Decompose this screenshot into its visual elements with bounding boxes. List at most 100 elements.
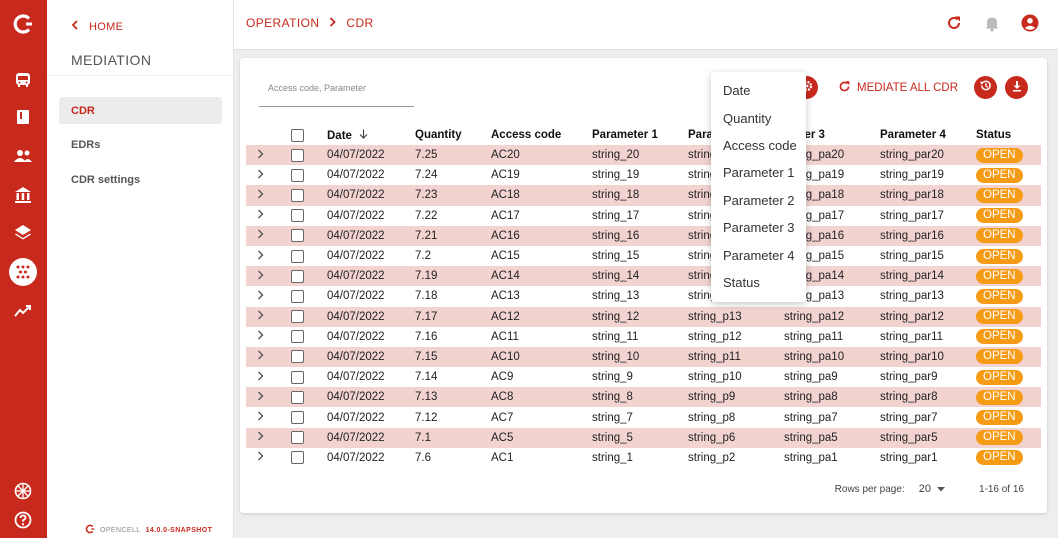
row-checkbox[interactable] <box>291 411 304 425</box>
expand-row-cell[interactable] <box>246 306 274 327</box>
bank-icon[interactable] <box>11 183 35 207</box>
row-checkbox[interactable] <box>291 188 304 202</box>
chevron-right-icon[interactable] <box>257 270 264 283</box>
row-checkbox[interactable] <box>291 168 304 182</box>
table-row[interactable]: 04/07/2022 7.17 AC12 string_12 string_p13 str… <box>246 306 1041 327</box>
expand-row-cell[interactable] <box>246 327 274 347</box>
layers-icon[interactable] <box>11 221 35 245</box>
chevron-right-icon[interactable] <box>257 229 264 242</box>
table-row[interactable]: 04/07/2022 7.23 AC18 string_18 string string_… <box>246 185 1041 206</box>
chevron-right-icon[interactable] <box>257 350 264 363</box>
table-row[interactable]: 04/07/2022 7.14 AC9 string_9 string_p10 strin… <box>246 367 1041 387</box>
table-row[interactable]: 04/07/2022 7.12 AC7 string_7 string_p8 string… <box>246 407 1041 427</box>
bell-icon[interactable] <box>982 13 1002 33</box>
table-row[interactable]: 04/07/2022 7.21 AC16 string_16 string string_… <box>246 225 1041 246</box>
column-menu-item-status[interactable]: Status <box>723 274 760 290</box>
row-checkbox[interactable] <box>291 148 304 162</box>
download-button[interactable] <box>1005 76 1028 99</box>
chevron-right-icon[interactable] <box>257 310 264 323</box>
chevron-right-icon[interactable] <box>257 250 264 263</box>
table-row[interactable]: 04/07/2022 7.2 AC15 string_15 string string_p… <box>246 246 1041 266</box>
help-icon[interactable] <box>11 508 35 532</box>
table-row[interactable]: 04/07/2022 7.18 AC13 string_13 string string_… <box>246 286 1041 306</box>
column-header-quantity[interactable]: Quantity <box>415 129 462 141</box>
column-header-parameter-2[interactable]: Para <box>688 129 713 141</box>
column-header-parameter-4[interactable]: Parameter 4 <box>880 129 946 141</box>
expand-row-cell[interactable] <box>246 185 274 206</box>
column-menu-item-access-code[interactable]: Access code <box>723 137 797 153</box>
book-icon[interactable] <box>11 105 35 129</box>
expand-row-cell[interactable] <box>246 286 274 306</box>
chevron-right-icon[interactable] <box>257 371 264 384</box>
chevron-right-icon[interactable] <box>257 451 264 464</box>
row-checkbox[interactable] <box>291 350 304 364</box>
breadcrumb-current[interactable]: CDR <box>346 16 374 30</box>
table-row[interactable]: 04/07/2022 7.22 AC17 string_17 string string_… <box>246 206 1041 226</box>
row-checkbox[interactable] <box>291 269 304 283</box>
row-checkbox[interactable] <box>291 370 304 384</box>
opencell-logo-icon[interactable] <box>11 12 35 36</box>
trending-icon[interactable] <box>11 299 35 323</box>
account-icon[interactable] <box>1020 13 1040 33</box>
table-row[interactable]: 04/07/2022 7.13 AC8 string_8 string_p9 string… <box>246 387 1041 408</box>
column-menu-item-parameter-3[interactable]: Parameter 3 <box>723 220 795 236</box>
search-field[interactable] <box>259 78 414 107</box>
column-header-access-code[interactable]: Access code <box>491 129 562 141</box>
expand-row-cell[interactable] <box>246 427 274 448</box>
column-header-status[interactable]: Status <box>976 129 1012 141</box>
row-checkbox[interactable] <box>291 249 304 263</box>
table-row[interactable]: 04/07/2022 7.1 AC5 string_5 string_p6 string_… <box>246 427 1041 448</box>
rows-per-page-select[interactable]: 20 <box>919 483 945 495</box>
chevron-right-icon[interactable] <box>257 149 264 162</box>
column-header-date[interactable]: Date <box>327 125 415 145</box>
row-checkbox[interactable] <box>291 431 304 445</box>
mediate-all-cdr-button[interactable]: MEDIATE ALL CDR <box>838 80 958 96</box>
sidebar-item-edrs[interactable]: EDRs <box>71 138 101 151</box>
breadcrumb-root[interactable]: OPERATION <box>246 16 320 30</box>
refresh-icon[interactable] <box>944 13 964 33</box>
table-row[interactable]: 04/07/2022 7.24 AC19 string_19 string string_… <box>246 165 1041 185</box>
bus-icon[interactable] <box>11 68 35 92</box>
sidebar-item-cdr-settings[interactable]: CDR settings <box>71 173 141 186</box>
row-checkbox[interactable] <box>291 229 304 243</box>
column-menu-item-parameter-2[interactable]: Parameter 2 <box>723 192 795 208</box>
table-row[interactable]: 04/07/2022 7.19 AC14 string_14 string string_… <box>246 266 1041 287</box>
column-menu-item-parameter-4[interactable]: Parameter 4 <box>723 247 795 263</box>
expand-row-cell[interactable] <box>246 246 274 266</box>
row-checkbox[interactable] <box>291 209 304 223</box>
column-menu-item-date[interactable]: Date <box>723 83 751 99</box>
column-header-parameter-1[interactable]: Parameter 1 <box>592 129 658 141</box>
globe-icon[interactable] <box>11 479 35 503</box>
chevron-right-icon[interactable] <box>257 290 264 303</box>
table-row[interactable]: 04/07/2022 7.6 AC1 string_1 string_p2 string_… <box>246 448 1041 468</box>
select-all-checkbox[interactable] <box>291 128 304 142</box>
expand-row-cell[interactable] <box>246 407 274 427</box>
column-menu-item-quantity[interactable]: Quantity <box>723 110 772 126</box>
chevron-right-icon[interactable] <box>257 169 264 182</box>
row-checkbox[interactable] <box>291 310 304 324</box>
expand-row-cell[interactable] <box>246 145 274 166</box>
chevron-right-icon[interactable] <box>257 209 264 222</box>
table-row[interactable]: 04/07/2022 7.25 AC20 string_20 string string_… <box>246 145 1041 166</box>
chevron-right-icon[interactable] <box>257 411 264 424</box>
history-button[interactable] <box>974 76 997 99</box>
expand-row-cell[interactable] <box>246 165 274 185</box>
row-checkbox[interactable] <box>291 390 304 404</box>
sidebar-item-cdr[interactable]: CDR <box>59 97 222 124</box>
expand-row-cell[interactable] <box>246 448 274 468</box>
home-link[interactable]: HOME <box>71 20 123 33</box>
table-row[interactable]: 04/07/2022 7.15 AC10 string_10 string_p11 str… <box>246 346 1041 368</box>
mediation-icon[interactable] <box>9 258 37 286</box>
row-checkbox[interactable] <box>291 451 304 465</box>
expand-row-cell[interactable] <box>246 346 274 368</box>
expand-row-cell[interactable] <box>246 367 274 387</box>
search-input[interactable] <box>259 82 414 93</box>
chevron-right-icon[interactable] <box>257 391 264 404</box>
expand-row-cell[interactable] <box>246 206 274 226</box>
chevron-right-icon[interactable] <box>257 189 264 202</box>
row-checkbox[interactable] <box>291 330 304 344</box>
expand-row-cell[interactable] <box>246 225 274 246</box>
row-checkbox[interactable] <box>291 289 304 303</box>
chevron-right-icon[interactable] <box>257 330 264 343</box>
expand-row-cell[interactable] <box>246 387 274 408</box>
